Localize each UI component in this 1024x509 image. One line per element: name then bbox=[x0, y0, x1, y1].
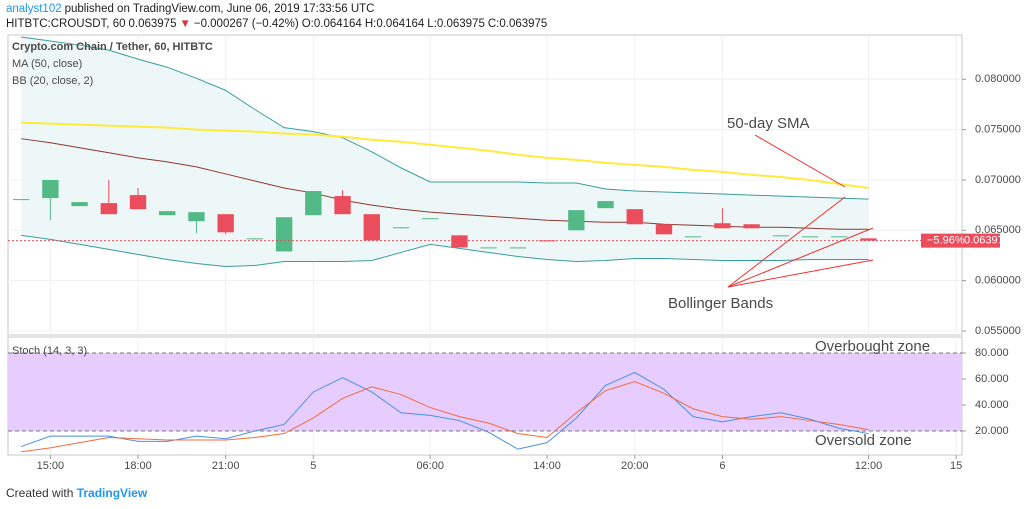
zone-band bbox=[8, 352, 962, 431]
footer-brand[interactable]: TradingView bbox=[76, 486, 148, 500]
y-tick-label: 60.000 bbox=[975, 373, 1009, 385]
ohlc: O:0.064164 bbox=[301, 18, 362, 30]
band-fill bbox=[21, 37, 869, 267]
arrow: ▼ bbox=[179, 18, 191, 30]
candle-body bbox=[392, 227, 410, 229]
candle-body bbox=[246, 238, 264, 240]
y-tick-label: 40.000 bbox=[975, 399, 1009, 411]
candle-body bbox=[100, 203, 117, 215]
candle-body bbox=[568, 210, 585, 231]
y-tick-label: 0.080000 bbox=[975, 73, 1021, 85]
header-line: HITBTC:CROUSDT, 60 0.063975 ▼ −0.000267 (−0… bbox=[6, 18, 550, 30]
price-tag bbox=[921, 233, 1000, 248]
annotation: Bollinger Bands bbox=[668, 295, 773, 312]
y-tick-label: 0.055000 bbox=[975, 325, 1021, 337]
annotation-arrow bbox=[727, 196, 846, 288]
ohlc: H:0.064164 bbox=[364, 18, 425, 30]
annotation-arrow bbox=[727, 227, 874, 288]
annotation: Overbought zone bbox=[815, 338, 930, 355]
y-tick-label: 0.065000 bbox=[975, 224, 1021, 236]
x-tick-label: 14:00 bbox=[533, 460, 561, 472]
candle-body bbox=[860, 238, 877, 241]
ma-line bbox=[21, 121, 869, 190]
candle-body bbox=[831, 236, 848, 238]
candle-body bbox=[655, 224, 673, 235]
x-tick-label: 12:00 bbox=[855, 460, 883, 472]
y-tick-label: 0.060000 bbox=[975, 275, 1021, 287]
candle-body bbox=[801, 236, 819, 238]
y-tick-label: 0.075000 bbox=[975, 124, 1021, 136]
x-tick-label: 06:00 bbox=[416, 460, 444, 472]
stoch-title: Stoch (14, 3, 3) bbox=[12, 345, 87, 357]
price-label: 0.063975 bbox=[964, 235, 1010, 247]
x-tick-label: 21:00 bbox=[212, 460, 240, 472]
header-line: analyst102 published on TradingView.com, … bbox=[6, 3, 377, 15]
candle-body bbox=[42, 179, 59, 199]
y-tick-label: 20.000 bbox=[975, 425, 1009, 437]
candle-body bbox=[772, 235, 790, 237]
x-tick-label: 6 bbox=[719, 460, 725, 472]
candle-body bbox=[480, 247, 497, 249]
x-tick-label: 15 bbox=[950, 460, 962, 472]
bb-legend: BB (20, close, 2) bbox=[12, 75, 93, 87]
ma-legend: MA (50, close) bbox=[12, 58, 82, 70]
x-tick-label: 15:00 bbox=[37, 460, 65, 472]
band-line bbox=[21, 36, 869, 200]
annotation-arrow bbox=[754, 134, 846, 188]
x-tick-label: 18:00 bbox=[124, 460, 152, 472]
footer-text: Created with bbox=[6, 486, 74, 500]
author: analyst102 bbox=[6, 3, 62, 15]
candle-body bbox=[538, 240, 556, 242]
price-title: Crypto.com Chain / Tether, 60, HITBTC bbox=[12, 41, 213, 53]
price-change-label: −5.96% bbox=[927, 235, 965, 247]
x-tick-label: 20:00 bbox=[621, 460, 649, 472]
candle-body bbox=[334, 196, 351, 215]
stoch-line bbox=[21, 381, 869, 453]
candle-body bbox=[217, 214, 234, 233]
symbol: HITBTC:CROUSDT, 60 bbox=[6, 18, 126, 30]
candle-body bbox=[509, 247, 527, 249]
candle-body bbox=[129, 195, 147, 210]
candle-body bbox=[451, 235, 468, 248]
candle-body bbox=[159, 211, 176, 216]
candle-body bbox=[743, 224, 760, 229]
footer: Created with TradingView bbox=[6, 486, 147, 500]
candle-body bbox=[422, 218, 439, 220]
ohlc: L:0.063975 bbox=[427, 18, 485, 30]
candle-body bbox=[305, 191, 322, 216]
candle-body bbox=[685, 236, 702, 238]
candle-body bbox=[626, 209, 643, 225]
candle-body bbox=[363, 214, 380, 241]
band-line bbox=[21, 234, 869, 268]
candle-body bbox=[71, 202, 88, 207]
candle-body bbox=[12, 199, 30, 201]
candle-body bbox=[275, 217, 293, 252]
y-tick-label: 0.070000 bbox=[975, 174, 1021, 186]
price: 0.063975 bbox=[128, 18, 177, 30]
candle-body bbox=[597, 201, 614, 209]
ohlc: C:0.063975 bbox=[487, 18, 548, 30]
annotation: Oversold zone bbox=[815, 432, 912, 449]
x-tick-label: 5 bbox=[310, 460, 316, 472]
stoch-line bbox=[20, 371, 869, 450]
candle-body bbox=[188, 212, 205, 222]
y-tick-label: 80.000 bbox=[975, 347, 1009, 359]
annotation: 50-day SMA bbox=[727, 115, 810, 132]
candle-body bbox=[714, 223, 731, 229]
annotation-arrow bbox=[727, 259, 874, 288]
published: published on TradingView.com, June 06, 2… bbox=[64, 3, 375, 15]
change: −0.000267 (−0.42%) bbox=[193, 18, 299, 30]
